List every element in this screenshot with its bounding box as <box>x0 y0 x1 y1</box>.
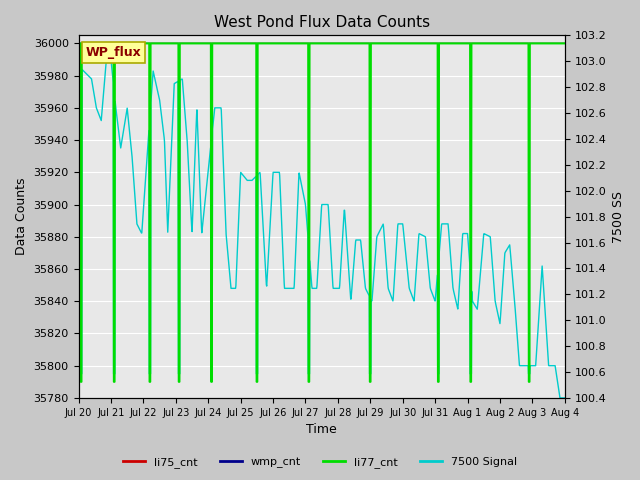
Legend: li75_cnt, wmp_cnt, li77_cnt, 7500 Signal: li75_cnt, wmp_cnt, li77_cnt, 7500 Signal <box>118 452 522 472</box>
Text: WP_flux: WP_flux <box>86 46 141 59</box>
X-axis label: Time: Time <box>307 423 337 436</box>
Title: West Pond Flux Data Counts: West Pond Flux Data Counts <box>214 15 429 30</box>
Y-axis label: Data Counts: Data Counts <box>15 178 28 255</box>
Y-axis label: 7500 SS: 7500 SS <box>612 191 625 242</box>
